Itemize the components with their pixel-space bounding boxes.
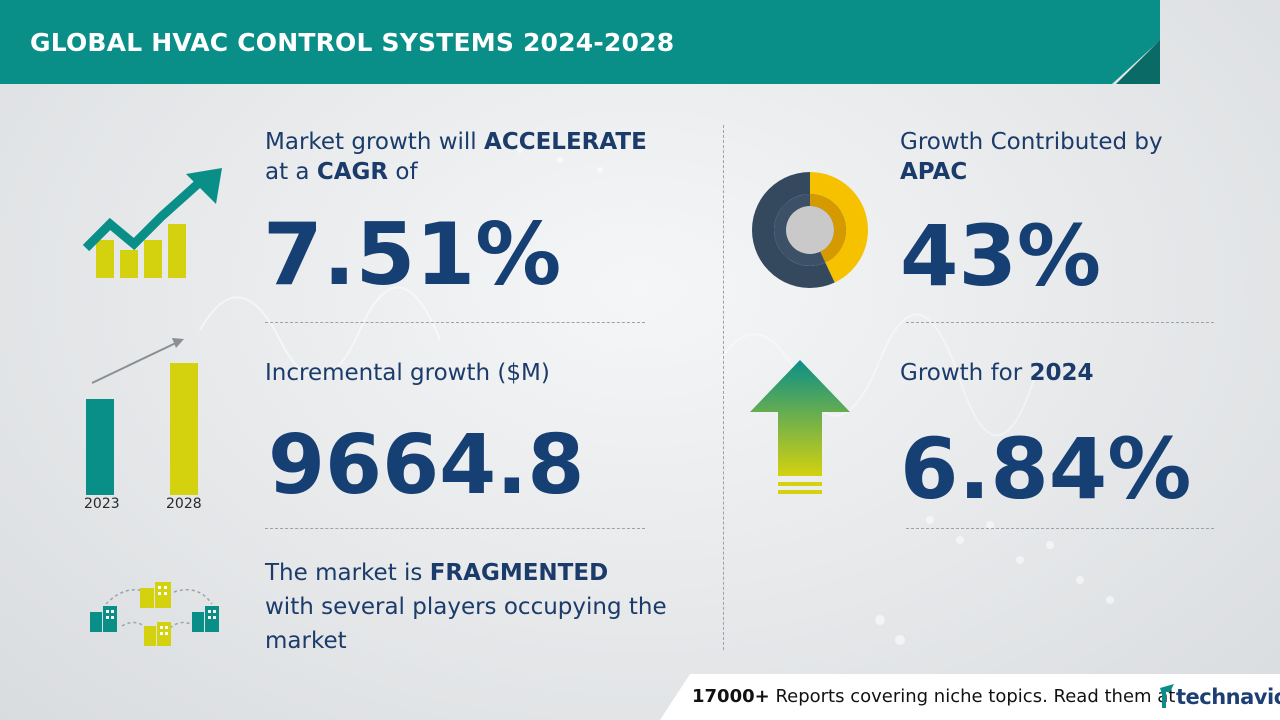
header-banner (0, 0, 1160, 84)
year-end-label: 2028 (166, 496, 202, 512)
cagr-value: 7.51% (263, 205, 562, 305)
fragmented-line1: The market is FRAGMENTED (265, 560, 609, 586)
bar-comparison-icon (86, 338, 198, 495)
region-name: APAC (900, 159, 968, 185)
divider-cagr (265, 322, 645, 323)
incremental-value: 9664.8 (268, 418, 585, 513)
year-start-label: 2023 (84, 496, 120, 512)
up-arrow-icon (750, 360, 850, 494)
page-title: GLOBAL HVAC CONTROL SYSTEMS 2024-2028 (30, 28, 675, 57)
donut-rest-segment (752, 172, 835, 288)
yoy-label: Growth for 2024 (900, 360, 1094, 386)
yoy-value: 6.84% (900, 420, 1192, 518)
center-divider (723, 125, 724, 650)
footer-bar (660, 674, 1280, 720)
cagr-label-line1: Market growth will ACCELERATE (265, 129, 647, 155)
incremental-label: Incremental growth ($M) (265, 360, 550, 386)
growth-arrow-icon (82, 168, 222, 278)
cagr-label-line2: at a CAGR of (265, 159, 418, 185)
fragmented-line2: with several players occupying the (265, 594, 667, 620)
region-label: Growth Contributed by (900, 129, 1163, 155)
divider-region (906, 322, 1214, 323)
divider-incremental (265, 528, 645, 529)
donut-chart-icon (752, 172, 868, 288)
footer-text: 17000+ Reports covering niche topics. Re… (692, 686, 1176, 707)
technavio-brand-link[interactable]: technavio (1176, 685, 1280, 709)
donut-apac-inner (810, 194, 846, 263)
divider-yoy (906, 528, 1214, 529)
fragmented-line3: market (265, 628, 347, 654)
donut-apac-segment (810, 172, 868, 283)
technavio-logo-icon (1160, 684, 1174, 708)
buildings-network-icon (90, 582, 219, 646)
region-value: 43% (900, 207, 1102, 305)
